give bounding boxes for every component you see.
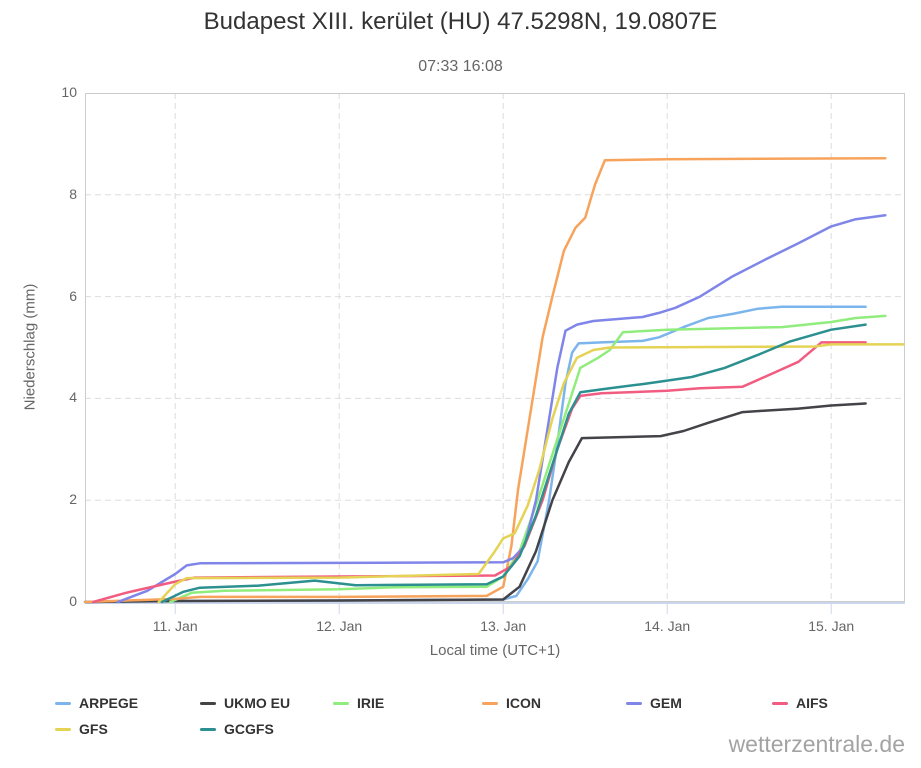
y-tick-label: 0 <box>69 593 77 609</box>
legend-line-icon <box>55 701 71 705</box>
legend-line-icon <box>55 727 71 731</box>
y-tick-label: 6 <box>69 287 77 304</box>
legend-label: UKMO EU <box>224 695 291 711</box>
legend-label: GFS <box>79 721 108 737</box>
series-line-irie <box>169 314 887 604</box>
series-line-ukmo-eu <box>83 402 867 604</box>
legend-item-gfs[interactable]: GFS <box>55 720 108 738</box>
series-line-gem <box>116 213 887 604</box>
y-tick-label: 10 <box>61 84 77 100</box>
x-tick-label: 12. Jan <box>316 618 363 634</box>
legend-item-icon[interactable]: ICON <box>482 694 541 712</box>
x-axis-title: Local time (UTC+1) <box>429 642 561 659</box>
legend-line-icon <box>772 701 788 705</box>
legend-line-icon <box>200 701 216 705</box>
legend-item-gem[interactable]: GEM <box>626 694 682 712</box>
legend-line-icon <box>626 701 642 705</box>
legend-label: ARPEGE <box>79 695 139 711</box>
y-tick-label: 2 <box>69 491 77 508</box>
y-tick-label: 8 <box>69 185 77 202</box>
legend-label: GCGFS <box>224 721 274 737</box>
legend-line-icon <box>333 701 349 705</box>
watermark: wetterzentrale.de <box>728 731 905 757</box>
series-line-gfs <box>157 343 905 604</box>
legend-item-ukmo-eu[interactable]: UKMO EU <box>200 694 290 712</box>
legend-label: GEM <box>650 695 682 711</box>
x-tick-label: 15. Jan <box>808 618 855 634</box>
legend-line-icon <box>482 701 498 705</box>
y-tick-label: 4 <box>69 389 77 406</box>
legend-label: IRIE <box>357 695 385 711</box>
legend-item-gcgfs[interactable]: GCGFS <box>200 720 274 738</box>
chart-subtitle: 07:33 16:08 <box>418 58 503 75</box>
series-line-arpege <box>83 305 867 604</box>
series-line-icon <box>83 156 887 604</box>
legend-item-arpege[interactable]: ARPEGE <box>55 694 138 712</box>
series-line-gcgfs <box>160 323 867 604</box>
plot-border <box>85 93 905 602</box>
x-tick-label: 14. Jan <box>644 618 691 634</box>
legend-line-icon <box>200 727 216 731</box>
legend-item-irie[interactable]: IRIE <box>333 694 384 712</box>
legend-label: ICON <box>506 695 541 711</box>
x-tick-label: 11. Jan <box>152 618 198 634</box>
x-tick-label: 13. Jan <box>480 618 527 634</box>
legend-item-aifs[interactable]: AIFS <box>772 694 828 712</box>
chart-title: Budapest XIII. kerület (HU) 47.5298N, 19… <box>203 8 718 35</box>
legend-label: AIFS <box>796 695 828 711</box>
